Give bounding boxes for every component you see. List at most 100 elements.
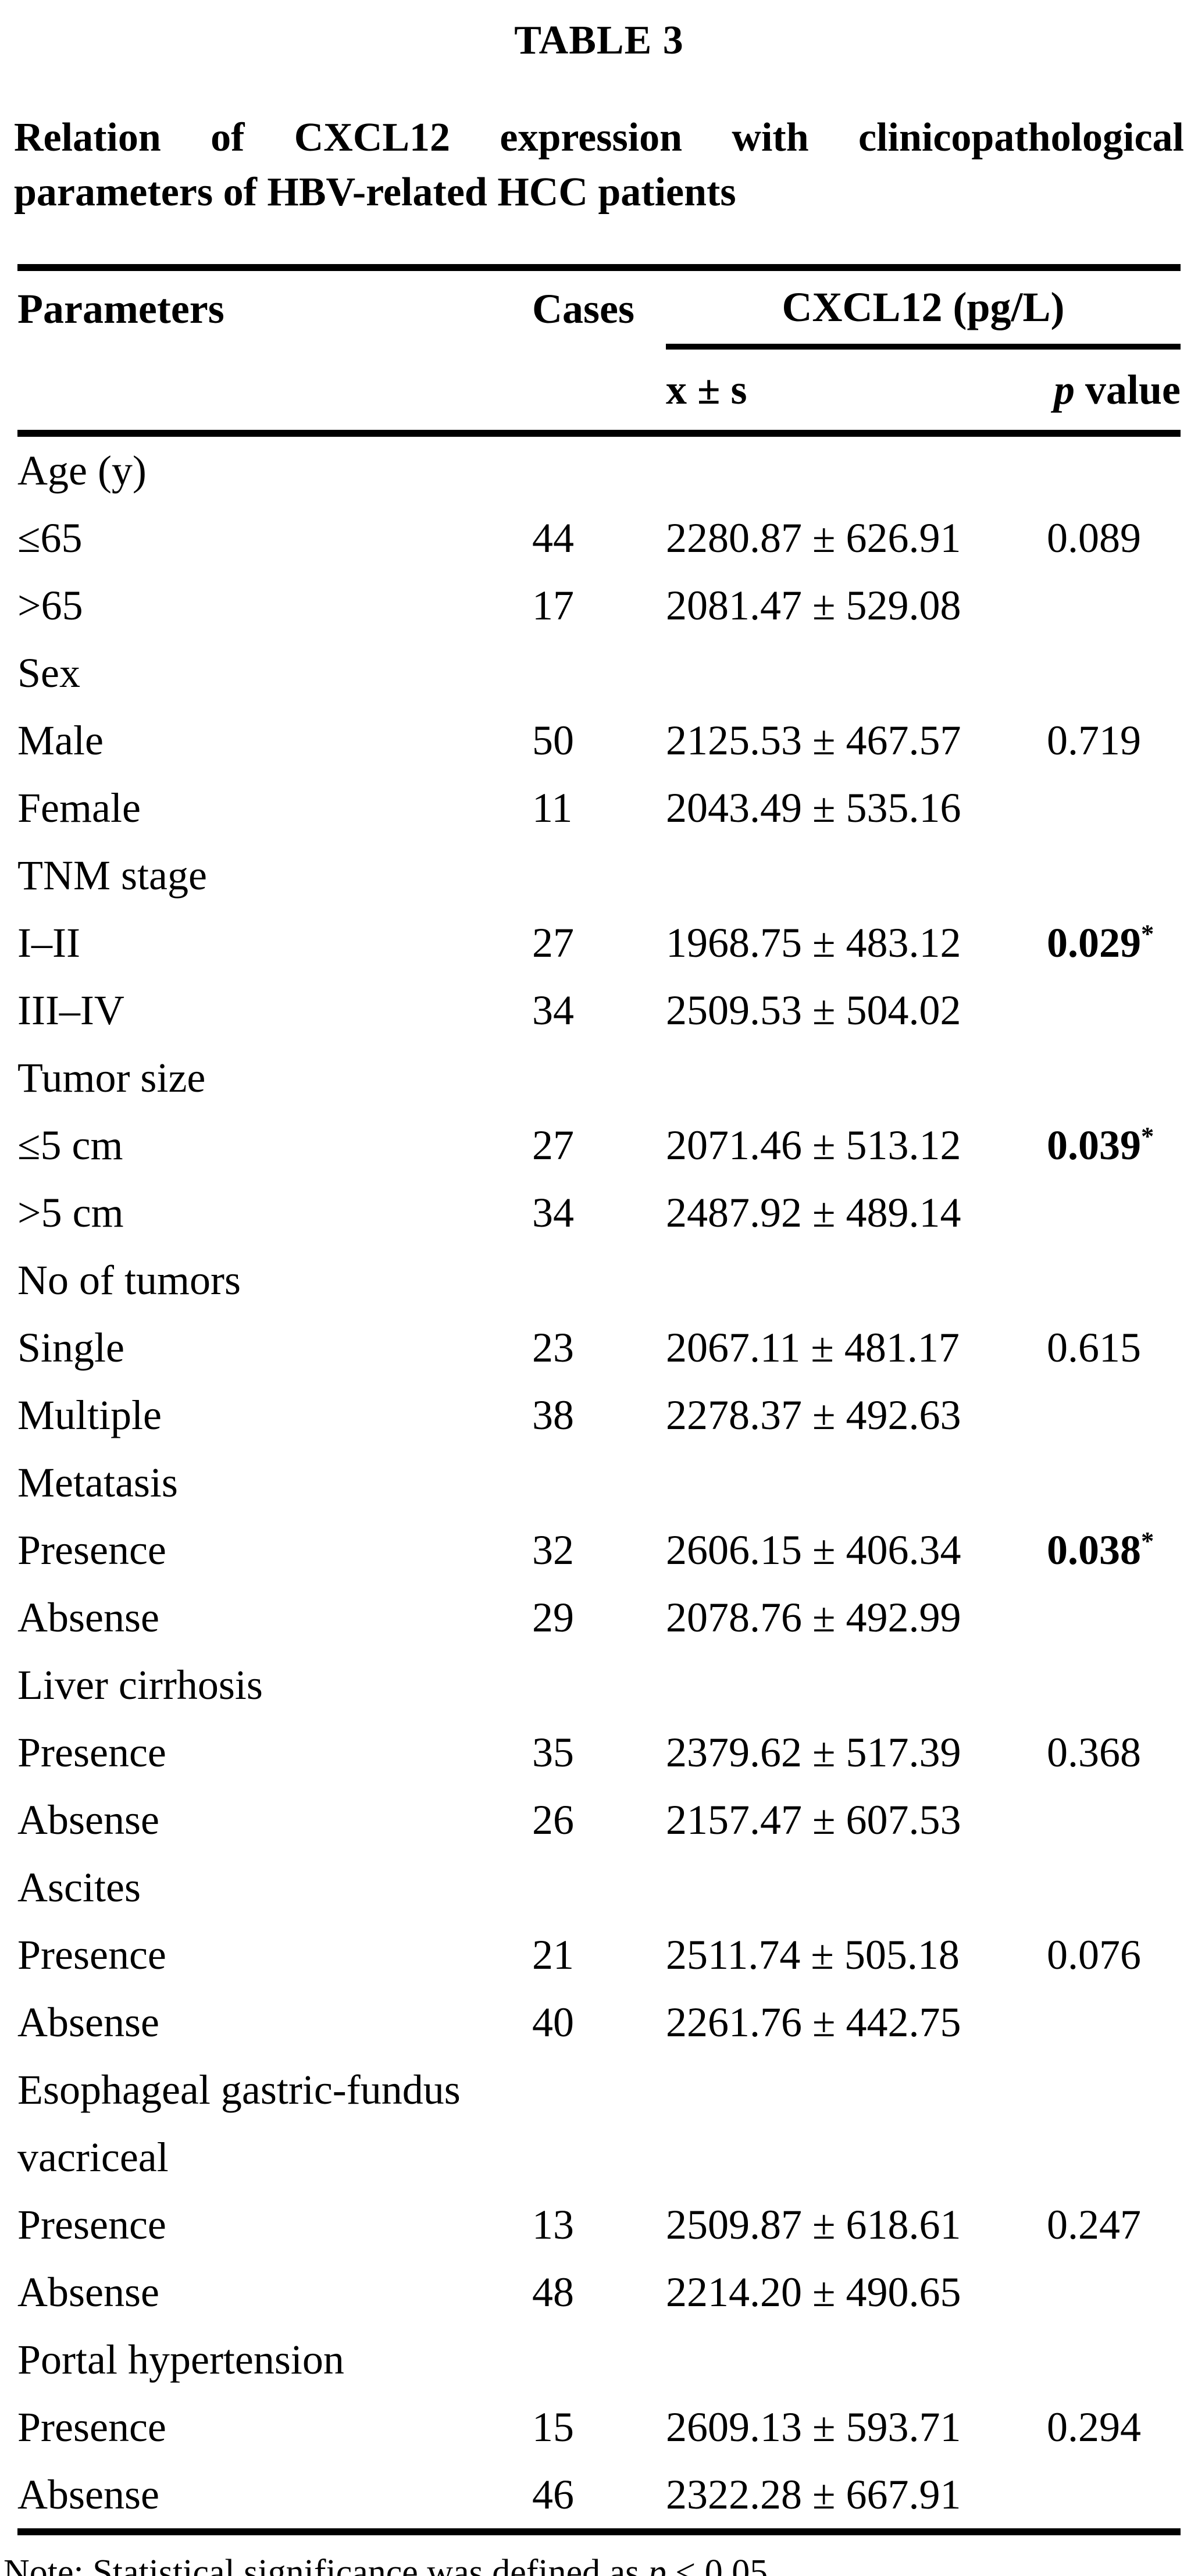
table-row: Presence 32 2606.15 ± 406.34 0.038*: [17, 1516, 1181, 1584]
section-row: Esophageal gastric-fundus vacriceal: [17, 2056, 1181, 2191]
p-cell: [1047, 1651, 1181, 1719]
p-cell: [1047, 2461, 1181, 2535]
cases-cell: 23: [532, 1324, 574, 1371]
cases-cell: 34: [532, 987, 574, 1034]
col-header-mean-sd: x ± s: [666, 347, 1047, 437]
table-header: Parameters Cases CXCL12 (pg/L) x ± s p v…: [17, 264, 1181, 437]
col-header-parameters: Parameters: [17, 264, 532, 347]
param-cell: Male: [17, 717, 104, 764]
cases-cell: 17: [532, 582, 574, 629]
mean-cell: [666, 2056, 1047, 2191]
param-cell: Presence: [17, 1729, 166, 1776]
param-cell: Presence: [17, 2404, 166, 2450]
param-cell: Absense: [17, 1999, 159, 2046]
param-cell: Absense: [17, 1797, 159, 1843]
mean-cell: 2071.46 ± 513.12: [666, 1122, 961, 1168]
cases-cell: [532, 1449, 666, 1516]
cases-cell: [532, 1854, 666, 1921]
section-row: Age (y): [17, 433, 1181, 504]
p-value-text: 0.294: [1047, 2404, 1141, 2450]
col-header-cxcl12-group: CXCL12 (pg/L): [666, 264, 1181, 350]
cases-cell: [532, 2326, 666, 2393]
mean-cell: 2157.47 ± 607.53: [666, 1797, 961, 1843]
table-row: Presence 35 2379.62 ± 517.39 0.368: [17, 1719, 1181, 1786]
p-cell: [1047, 1449, 1181, 1516]
section-label: Ascites: [17, 1864, 141, 1911]
p-value-text: 0.076: [1047, 1932, 1141, 1978]
p-cell: [1047, 572, 1181, 639]
table-row: Absense 46 2322.28 ± 667.91: [17, 2461, 1181, 2535]
p-value-text: 0.038: [1047, 1527, 1141, 1573]
mean-cell: 2322.28 ± 667.91: [666, 2461, 1047, 2535]
param-cell: ≤65: [17, 515, 83, 561]
significance-asterisk: *: [1141, 919, 1154, 948]
table-row: Presence 13 2509.87 ± 618.61 0.247: [17, 2191, 1181, 2258]
param-cell: Multiple: [17, 1392, 162, 1438]
table-row: Presence 21 2511.74 ± 505.18 0.076: [17, 1921, 1181, 1989]
significance-asterisk: *: [1141, 1121, 1154, 1150]
mean-cell: 2078.76 ± 492.99: [666, 1594, 961, 1641]
p-cell: [1047, 2326, 1181, 2393]
mean-cell: 2609.13 ± 593.71: [666, 2404, 961, 2450]
p-cell: 0.615: [1047, 1314, 1181, 1381]
param-cell: Presence: [17, 1932, 166, 1978]
p-value-text: 0.089: [1047, 515, 1141, 561]
param-cell: >5 cm: [17, 1189, 124, 1236]
mean-cell: [666, 2326, 1047, 2393]
p-cell: [1047, 1246, 1181, 1314]
cases-cell: 32: [532, 1527, 574, 1573]
section-row: Metatasis: [17, 1449, 1181, 1516]
note-text: Note: Statistical significance was defin…: [3, 2553, 648, 2576]
p-symbol: p: [1054, 366, 1075, 413]
cases-cell: 13: [532, 2201, 574, 2248]
table-note: Note: Statistical significance was defin…: [3, 2545, 1198, 2576]
col-header-cases: Cases: [532, 264, 666, 347]
p-value-word: value: [1075, 366, 1181, 413]
p-cell: 0.039*: [1047, 1111, 1181, 1179]
cases-cell: 11: [532, 785, 573, 831]
p-cell: [1047, 1179, 1181, 1246]
table-row: Single 23 2067.11 ± 481.17 0.615: [17, 1314, 1181, 1381]
p-cell: [1047, 1854, 1181, 1921]
p-cell: 0.294: [1047, 2393, 1181, 2461]
cases-cell: 48: [532, 2269, 574, 2315]
param-cell: ≤5 cm: [17, 1122, 123, 1168]
note-p-symbol: p: [648, 2553, 666, 2576]
cases-cell: 35: [532, 1729, 574, 1776]
param-cell: Presence: [17, 1527, 166, 1573]
p-value-text: 0.247: [1047, 2201, 1141, 2248]
mean-cell: [666, 433, 1047, 504]
table-row: ≤5 cm 27 2071.46 ± 513.12 0.039*: [17, 1111, 1181, 1179]
p-value-text: 0.615: [1047, 1324, 1141, 1371]
section-label: Metatasis: [17, 1459, 178, 1506]
header-spacer-2: [532, 347, 666, 437]
table-row: >65 17 2081.47 ± 529.08: [17, 572, 1181, 639]
param-cell: Single: [17, 1324, 125, 1371]
mean-cell: 2511.74 ± 505.18: [666, 1932, 960, 1978]
p-cell: [1047, 842, 1181, 909]
cases-cell: [532, 1044, 666, 1111]
header-row-2: x ± s p value: [17, 347, 1181, 437]
section-row: Sex: [17, 639, 1181, 707]
mean-cell: 2606.15 ± 406.34: [666, 1527, 961, 1573]
p-cell: [1047, 639, 1181, 707]
data-table: Parameters Cases CXCL12 (pg/L) x ± s p v…: [17, 264, 1181, 2535]
p-cell: 0.029*: [1047, 909, 1181, 977]
table-row: I–II 27 1968.75 ± 483.12 0.029*: [17, 909, 1181, 977]
table-label: TABLE 3: [514, 18, 684, 63]
section-row: Liver cirrhosis: [17, 1651, 1181, 1719]
p-cell: 0.719: [1047, 707, 1181, 774]
col-header-p-value: p value: [1047, 347, 1181, 437]
param-cell: Presence: [17, 2201, 166, 2248]
p-cell: [1047, 1381, 1181, 1449]
mean-cell: [666, 1854, 1047, 1921]
param-cell: Absense: [17, 2269, 159, 2315]
mean-cell: 2125.53 ± 467.57: [666, 717, 961, 764]
p-cell: [1047, 977, 1181, 1044]
cases-cell: 46: [532, 2461, 666, 2535]
cases-cell: 21: [532, 1932, 574, 1978]
mean-cell: [666, 639, 1047, 707]
mean-cell: [666, 842, 1047, 909]
mean-cell: [666, 1246, 1047, 1314]
cases-cell: [532, 1246, 666, 1314]
